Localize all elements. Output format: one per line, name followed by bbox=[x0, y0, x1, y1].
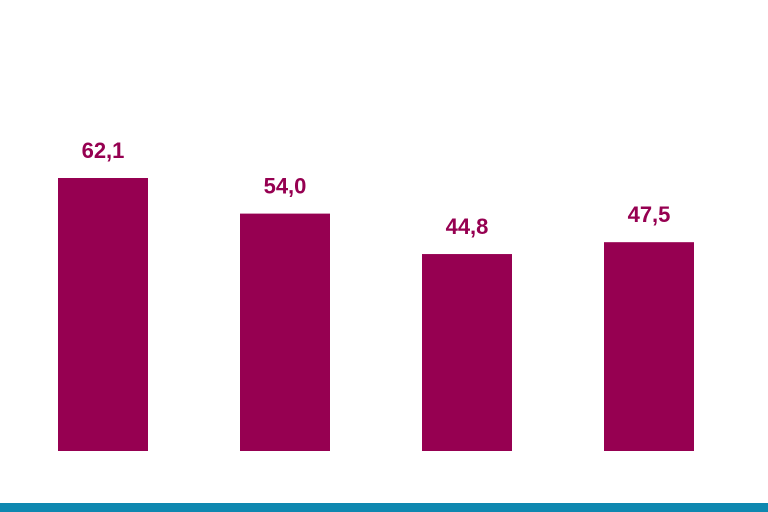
bar bbox=[422, 254, 512, 451]
value-label: 54,0 bbox=[264, 174, 307, 199]
value-label: 44,8 bbox=[446, 214, 489, 239]
bar bbox=[240, 213, 330, 451]
bar bbox=[58, 178, 148, 451]
value-label: 62,1 bbox=[82, 138, 125, 163]
footer-band bbox=[0, 503, 768, 512]
bar bbox=[604, 242, 694, 451]
value-label: 47,5 bbox=[628, 202, 671, 227]
